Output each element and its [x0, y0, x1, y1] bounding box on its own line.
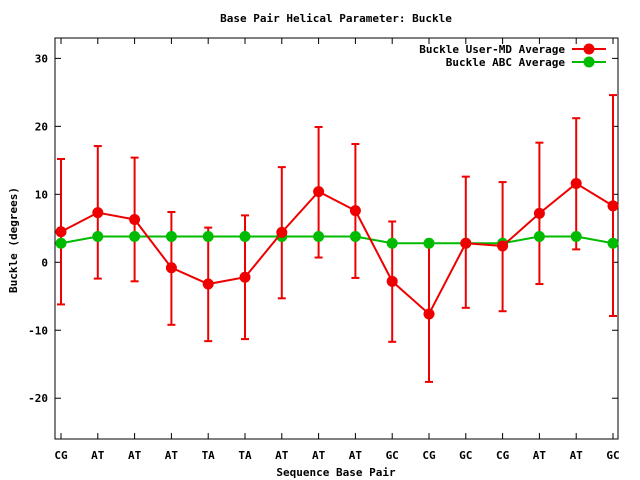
- y-axis-label: Buckle (degrees): [7, 187, 20, 293]
- x-tick-label: TA: [202, 449, 216, 462]
- x-tick-label: TA: [238, 449, 252, 462]
- data-point: [92, 230, 104, 242]
- data-point: [165, 262, 177, 274]
- x-tick-label: AT: [349, 449, 363, 462]
- x-tick-label: AT: [165, 449, 179, 462]
- y-tick-label: 10: [35, 188, 48, 201]
- y-tick-label: -10: [28, 324, 48, 337]
- legend-label: Buckle User-MD Average: [419, 43, 565, 56]
- data-point: [570, 230, 582, 242]
- data-point: [386, 275, 398, 287]
- x-tick-label: GC: [459, 449, 472, 462]
- x-tick-label: CG: [496, 449, 510, 462]
- data-point: [607, 200, 619, 212]
- legend-marker: [583, 56, 595, 68]
- legend-label: Buckle ABC Average: [446, 56, 566, 69]
- data-point: [202, 230, 214, 242]
- x-tick-label: AT: [312, 449, 326, 462]
- x-axis-label: Sequence Base Pair: [276, 466, 396, 479]
- series-layer: [55, 94, 619, 383]
- y-tick-label: 0: [41, 256, 48, 269]
- data-point: [129, 230, 141, 242]
- data-point: [386, 237, 398, 249]
- x-tick-label: CG: [54, 449, 68, 462]
- x-tick-label: CG: [422, 449, 436, 462]
- data-point: [460, 237, 472, 249]
- chart-title: Base Pair Helical Parameter: Buckle: [220, 12, 452, 25]
- data-point: [55, 237, 67, 249]
- data-point: [129, 213, 141, 225]
- x-tick-label: AT: [128, 449, 142, 462]
- x-tick-label: AT: [570, 449, 584, 462]
- data-point: [423, 237, 435, 249]
- y-tick-label: -20: [28, 392, 48, 405]
- data-point: [349, 230, 361, 242]
- series-line: [60, 182, 614, 316]
- data-point: [570, 177, 582, 189]
- data-point: [349, 205, 361, 217]
- data-point: [55, 226, 67, 238]
- data-point: [92, 207, 104, 219]
- data-point: [276, 226, 288, 238]
- data-point: [313, 230, 325, 242]
- x-tick-label: AT: [91, 449, 105, 462]
- y-axis-ticks: -20 -10 0 10 20 30: [28, 52, 618, 405]
- x-tick-label: GC: [606, 449, 619, 462]
- data-point: [239, 230, 251, 242]
- data-point: [239, 271, 251, 283]
- y-tick-label: 20: [35, 120, 48, 133]
- data-point: [607, 237, 619, 249]
- y-tick-label: 30: [35, 52, 48, 65]
- legend-marker: [583, 43, 595, 55]
- data-point: [423, 308, 435, 320]
- x-axis-ticks: CG AT AT AT TA TA AT AT AT GC CG GC CG AT AT GC: [54, 38, 620, 462]
- data-point: [533, 207, 545, 219]
- x-tick-label: AT: [533, 449, 547, 462]
- plot-area-frame: [54, 37, 619, 440]
- data-point: [165, 230, 177, 242]
- x-tick-label: AT: [275, 449, 289, 462]
- data-point: [202, 278, 214, 290]
- data-point: [313, 186, 325, 198]
- data-point: [533, 230, 545, 242]
- x-tick-label: GC: [386, 449, 399, 462]
- series-line: [60, 235, 614, 245]
- data-point: [497, 240, 509, 252]
